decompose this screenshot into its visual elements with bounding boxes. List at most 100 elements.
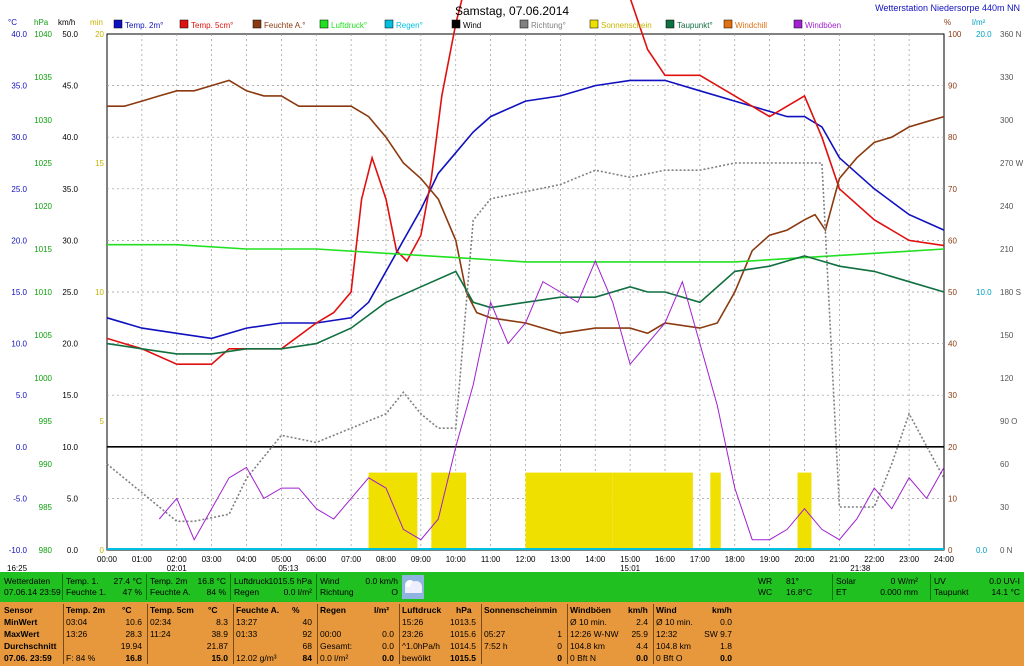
stats-cell-value: 0.0 — [636, 653, 648, 663]
x-tick-label: 19:00 — [760, 555, 781, 564]
stats-cell-label: 03:04 — [66, 617, 88, 627]
stats-cell-label: 13:27 — [236, 617, 258, 627]
y-tick-kmh: 40.0 — [62, 133, 78, 142]
y-tick-hpa: 1040 — [34, 30, 52, 39]
y-tick-temp_c: 30.0 — [11, 133, 27, 142]
y-tick-percent: 40 — [948, 340, 957, 349]
stats-cell-label: Ø 10 min. — [570, 617, 607, 627]
x-tick-label: 05:00 — [271, 555, 292, 564]
stats-cell-value: 8.3 — [216, 617, 228, 627]
y-tick-wm2: 20.0 — [976, 30, 992, 39]
stats-cell-label: 00:00 — [320, 629, 342, 639]
live-richtung-label: Richtung — [320, 587, 354, 597]
statistics-panel: Sensor MinWert MaxWert Durchschnitt 07.0… — [0, 602, 1024, 666]
live-feuchte1-label: Feuchte 1. — [66, 587, 107, 597]
stats-cell-value: 2.4 — [636, 617, 648, 627]
stats-cell-value: 1015.5 — [450, 653, 476, 663]
stats-cell-value: 1 — [557, 629, 562, 639]
live-regen-label: Regen — [234, 587, 260, 597]
chart-axes: 00:00 01:00 02:00 03:00 04:00 05:00 06:00 07:00… — [7, 18, 1024, 572]
y-tick-hpa: 1010 — [34, 288, 52, 297]
y-tick-kmh: 45.0 — [62, 82, 78, 91]
axis-unit-label: % — [944, 18, 951, 27]
stats-cell-value: 0.0 — [720, 617, 732, 627]
stats-cell-value: 21.87 — [206, 641, 228, 651]
legend-swatch — [519, 19, 529, 29]
y-tick-percent: 80 — [948, 133, 957, 142]
series-line-feuchtea — [107, 79, 945, 335]
axis-unit-label: min — [90, 18, 103, 27]
x-tick-label: 15:00 — [620, 555, 641, 564]
y-tick-hpa: 990 — [39, 460, 53, 469]
stats-cell-label: 104.8 km — [570, 641, 605, 651]
x-tick-label: 22:00 — [864, 555, 885, 564]
x-tick-label: 03:00 — [202, 555, 223, 564]
stats-cell-value: 19.94 — [120, 641, 142, 651]
stats-cell-label: 0 Bft O — [656, 653, 683, 663]
stats-col-header: Sonnenschein — [484, 605, 543, 615]
series-line-richtung — [106, 162, 945, 523]
y-tick-kmh: 50.0 — [62, 30, 78, 39]
stats-column-separator — [317, 604, 318, 664]
legend-label: Sonnenschein — [601, 21, 652, 30]
live-label: Wetterdaten — [4, 576, 51, 586]
stats-cell-value: 0 — [557, 641, 562, 651]
axis-unit-label: hPa — [34, 18, 49, 27]
legend-label: Windchill — [735, 21, 767, 30]
stats-column-separator — [147, 604, 148, 664]
y-tick-percent: 70 — [948, 185, 957, 194]
chart-legend: Temp. 2m° Temp. 5cm° Feuchte A.° Luftdruck°… — [113, 19, 841, 30]
stats-cell-value: 15.0 — [211, 653, 228, 663]
stats-col-unit: hPa — [456, 605, 472, 615]
legend-swatch — [179, 19, 189, 29]
live-temp2m-value: 16.8 °C — [197, 576, 226, 586]
stats-cell-label: 01:33 — [236, 629, 258, 639]
y-tick-deg: 300 — [1000, 116, 1014, 125]
y-tick-hpa: 1035 — [34, 73, 52, 82]
legend-label: Wind — [463, 21, 481, 30]
y-tick-deg: 180 S — [1000, 288, 1021, 297]
live-luftdruck-label: Luftdruck — [234, 576, 269, 586]
y-tick-percent: 50 — [948, 288, 957, 297]
legend-label: Regen° — [396, 21, 423, 30]
x-tick-label: 13:00 — [550, 555, 571, 564]
live-uv-value: 0.0 UV-I — [989, 576, 1020, 586]
y-tick-percent: 100 — [948, 30, 962, 39]
x-tick-label: 11:00 — [481, 555, 501, 564]
stats-col-unit: km/h — [712, 605, 732, 615]
y-tick-temp_c: 10.0 — [11, 340, 27, 349]
y-tick-min: 0 — [100, 546, 105, 555]
stats-column-separator — [63, 604, 64, 664]
weather-chart: 00:00 01:00 02:00 03:00 04:00 05:00 06:00 07:00… — [7, 0, 1024, 572]
stats-cell-value: 84 — [302, 653, 312, 663]
live-temp1-label: Temp. 1. — [66, 576, 99, 586]
stats-cell-value: 1015.6 — [450, 629, 476, 639]
legend-swatch — [319, 19, 329, 29]
y-tick-hpa: 1000 — [34, 374, 52, 383]
stats-column-separator — [481, 604, 482, 664]
stats-col-unit: min — [542, 605, 558, 615]
y-tick-deg: 0 N — [1000, 546, 1013, 555]
stats-cell-value: SW 9.7 — [704, 629, 732, 639]
stats-cell-value: 25.9 — [631, 629, 648, 639]
stats-cell-value: 0.0 — [382, 629, 394, 639]
series-line-temp5cm — [106, 0, 945, 365]
stats-cell-label: Gesamt: — [320, 641, 353, 651]
y-tick-deg: 30 — [1000, 503, 1009, 512]
y-tick-percent: 20 — [948, 443, 957, 452]
stats-cell-label: 12:32 — [656, 629, 678, 639]
legend-swatch — [723, 19, 733, 29]
sunshine-bar — [612, 472, 693, 550]
sunshine-bar — [368, 472, 418, 550]
stats-rowlabel-min: MinWert — [4, 617, 38, 627]
live-regen-value: 0.0 l/m² — [283, 587, 312, 597]
stats-col-header: Luftdruck — [402, 605, 442, 615]
y-tick-hpa: 1030 — [34, 116, 52, 125]
stats-cell-value: 10.6 — [125, 617, 142, 627]
legend-swatch — [589, 19, 599, 29]
legend-swatch — [113, 19, 123, 29]
live-wr-value: 81° — [786, 576, 799, 586]
x-tick-label: 18:00 — [725, 555, 746, 564]
stats-cell-value: 0 — [557, 653, 562, 663]
y-tick-hpa: 985 — [39, 503, 53, 512]
